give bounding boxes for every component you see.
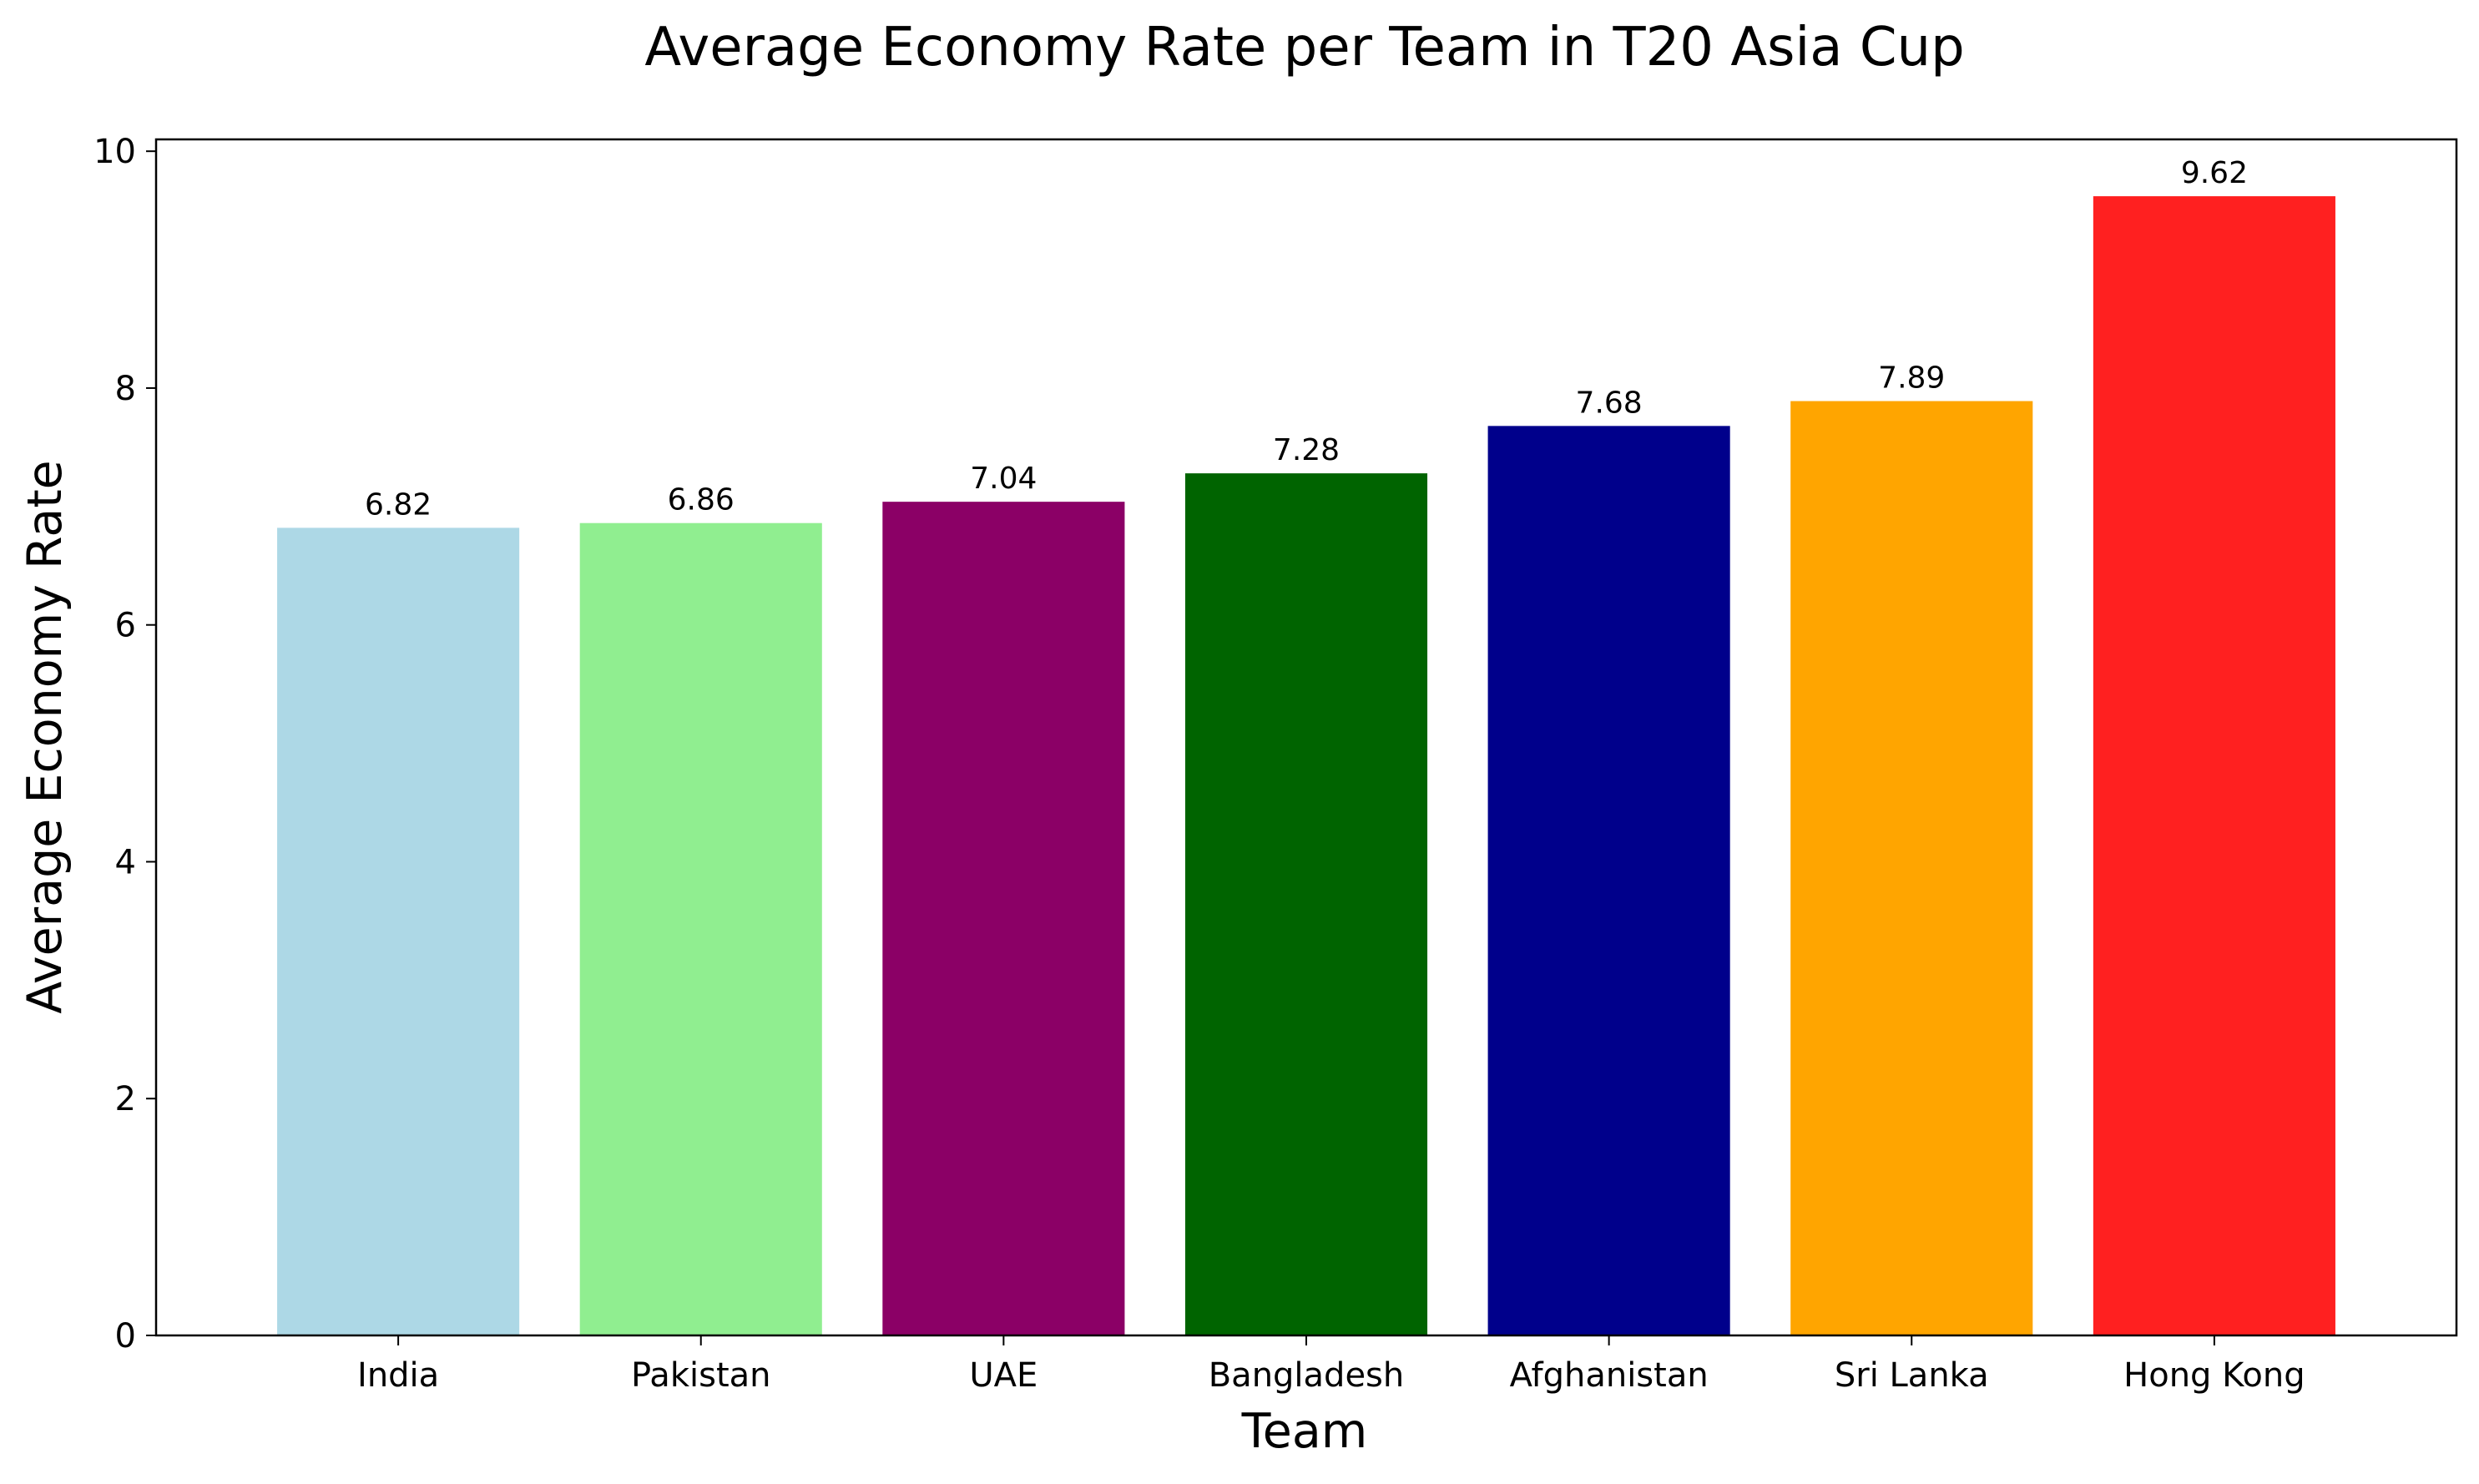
x-tick-label-sri-lanka: Sri Lanka	[1835, 1356, 1989, 1395]
value-labels-layer: 6.82 6.86 7.04 7.28 7.68 7.89 9.62	[365, 156, 2248, 522]
y-tick-label: 0	[115, 1317, 136, 1355]
x-tick-label-india: India	[357, 1356, 439, 1395]
x-axis-ticks: India Pakistan UAE Bangladesh Afghanistan Sri…	[357, 1335, 2305, 1395]
x-tick-label-afghanistan: Afghanistan	[1510, 1356, 1709, 1395]
bar-hong-kong	[2093, 196, 2335, 1335]
bar-value-label-hong-kong: 9.62	[2181, 156, 2248, 190]
bar-value-label-sri-lanka: 7.89	[1878, 361, 1945, 396]
bar-value-label-india: 6.82	[365, 487, 432, 522]
y-axis-label: Average Economy Rate	[18, 460, 73, 1014]
y-axis-ticks: 0 2 4 6 8 10	[93, 133, 156, 1355]
y-tick-label: 10	[93, 133, 136, 171]
bar-value-label-pakistan: 6.86	[668, 483, 735, 517]
y-tick-label: 4	[115, 843, 136, 881]
bar-pakistan	[579, 522, 822, 1335]
bar-bangladesh	[1184, 473, 1428, 1335]
x-tick-label-hong-kong: Hong Kong	[2123, 1356, 2305, 1395]
bar-uae	[882, 502, 1125, 1335]
bar-value-label-afghanistan: 7.68	[1576, 386, 1643, 420]
y-tick-label: 2	[115, 1080, 136, 1118]
x-tick-label-pakistan: Pakistan	[631, 1356, 771, 1395]
x-tick-label-bangladesh: Bangladesh	[1209, 1356, 1405, 1395]
y-tick-label: 6	[115, 607, 136, 645]
bar-value-label-bangladesh: 7.28	[1273, 433, 1340, 467]
plot-area-frame	[154, 138, 2458, 1337]
y-tick-label: 8	[115, 370, 136, 408]
bars-layer	[277, 196, 2335, 1336]
bar-value-label-uae: 7.04	[970, 462, 1037, 496]
bar-sri-lanka	[1790, 401, 2033, 1336]
x-axis-label: Team	[1241, 1404, 1368, 1459]
chart-title: Average Economy Rate per Team in T20 Asi…	[644, 17, 1964, 78]
bar-india	[277, 527, 520, 1335]
bar-afghanistan	[1487, 426, 1730, 1335]
x-tick-label-uae: UAE	[969, 1356, 1038, 1395]
